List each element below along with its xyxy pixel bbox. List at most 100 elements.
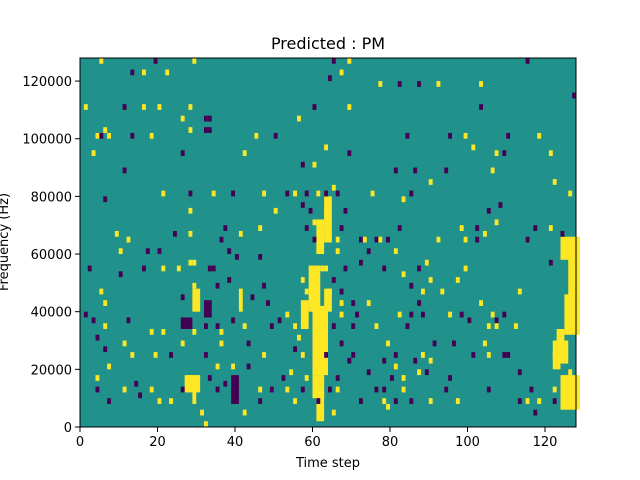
heatmap-cell xyxy=(122,167,127,174)
heatmap-cell xyxy=(483,340,487,347)
heatmap-cell xyxy=(293,323,298,329)
heatmap-cell xyxy=(107,132,112,139)
heatmap-cell xyxy=(103,300,108,306)
heatmap-cell xyxy=(552,179,557,185)
heatmap-cell xyxy=(494,317,499,324)
heatmap-cell xyxy=(366,300,371,306)
heatmap-cell xyxy=(192,259,197,266)
heatmap-cell xyxy=(312,161,317,168)
heatmap-cell xyxy=(207,375,212,381)
heatmap-cell xyxy=(386,340,391,347)
heatmap-cell xyxy=(324,352,329,358)
heatmap-block xyxy=(316,219,325,255)
heatmap-cell xyxy=(324,265,329,272)
heatmap-cell xyxy=(382,386,387,393)
heatmap-cell xyxy=(99,58,104,64)
heatmap-cell xyxy=(142,104,146,110)
heatmap-cell xyxy=(506,352,511,358)
heatmap-cell xyxy=(463,132,468,139)
heatmap-cell xyxy=(374,386,379,393)
heatmap-cell xyxy=(227,248,232,255)
heatmap-block xyxy=(312,305,328,376)
x-tick-label: 40 xyxy=(227,435,244,450)
heatmap-cell xyxy=(103,127,108,133)
heatmap-cell xyxy=(215,323,220,329)
heatmap-block xyxy=(204,300,212,318)
heatmap-cell xyxy=(258,386,263,393)
heatmap-block xyxy=(316,392,325,422)
heatmap-cell xyxy=(204,421,208,427)
heatmap-cell xyxy=(188,127,193,133)
chart-title: Predicted : PM xyxy=(271,34,385,53)
heatmap-cell xyxy=(494,150,499,157)
heatmap-cell xyxy=(479,81,484,87)
heatmap-cell xyxy=(393,398,398,404)
y-axis-title: Frequency (Hz) xyxy=(0,193,12,291)
heatmap-cell xyxy=(335,375,340,381)
heatmap-cell xyxy=(382,398,387,404)
heatmap-cell xyxy=(300,386,305,393)
heatmap-cell xyxy=(180,340,185,347)
heatmap-cell xyxy=(153,352,158,358)
heatmap-cell xyxy=(413,357,418,364)
y-tick-label: 0 xyxy=(64,421,72,436)
heatmap-cell xyxy=(122,386,127,393)
heatmap-cell xyxy=(436,236,441,243)
heatmap-cell xyxy=(393,352,398,358)
heatmap-cell xyxy=(219,328,224,335)
heatmap-cell xyxy=(409,190,414,197)
heatmap-cell xyxy=(153,58,158,64)
y-tick-label: 100000 xyxy=(22,133,72,148)
heatmap-cell xyxy=(440,288,445,295)
y-axis: 0 20000 40000 60000 80000 100000 120000 xyxy=(22,75,80,436)
heatmap-cell xyxy=(107,398,112,404)
heatmap-cell xyxy=(448,375,453,381)
heatmap-cell xyxy=(258,254,263,260)
heatmap-cell xyxy=(397,225,402,231)
heatmap-cell xyxy=(339,340,344,347)
heatmap-cell xyxy=(145,248,150,255)
heatmap-cell xyxy=(204,115,208,122)
x-tick-label: 20 xyxy=(149,435,166,450)
heatmap-cell xyxy=(428,398,433,404)
heatmap-cell xyxy=(207,127,212,133)
heatmap-cell xyxy=(304,288,309,295)
heatmap-cell xyxy=(320,265,325,272)
heatmap-cell xyxy=(335,248,340,255)
heatmap-cell xyxy=(471,144,476,151)
heatmap-cell xyxy=(161,265,166,272)
heatmap-block xyxy=(308,265,321,312)
heatmap-cell xyxy=(463,265,468,272)
heatmap-cell xyxy=(359,398,363,404)
heatmap-cell xyxy=(339,311,344,318)
heatmap-cell xyxy=(455,398,460,404)
y-tick-label: 20000 xyxy=(31,363,72,378)
heatmap-cell xyxy=(316,190,321,197)
heatmap-cell xyxy=(211,190,216,197)
heatmap-cell xyxy=(331,409,336,416)
heatmap-cell xyxy=(103,196,108,203)
heatmap-cell xyxy=(409,398,414,404)
heatmap-cell xyxy=(525,236,530,243)
heatmap-cell xyxy=(490,167,495,174)
heatmap-cell xyxy=(289,369,294,376)
heatmap-cell xyxy=(223,225,228,231)
heatmap-cell xyxy=(378,81,383,87)
heatmap-cell xyxy=(320,375,325,381)
heatmap-cell xyxy=(331,323,336,329)
heatmap-cell xyxy=(107,363,112,370)
x-tick-label: 60 xyxy=(304,435,321,450)
heatmap-cell xyxy=(188,207,193,214)
heatmap-cell xyxy=(359,259,363,266)
heatmap-cell xyxy=(122,340,127,347)
heatmap-cell xyxy=(378,236,383,243)
heatmap-cell xyxy=(479,104,484,110)
heatmap-cell xyxy=(405,323,410,329)
heatmap-block xyxy=(238,288,243,312)
heatmap-cell xyxy=(533,409,538,416)
heatmap-cell xyxy=(192,328,197,335)
heatmap-cell xyxy=(118,271,123,278)
heatmap-cell xyxy=(304,225,309,231)
heatmap-cell xyxy=(304,375,309,381)
heatmap-cell xyxy=(204,127,208,133)
